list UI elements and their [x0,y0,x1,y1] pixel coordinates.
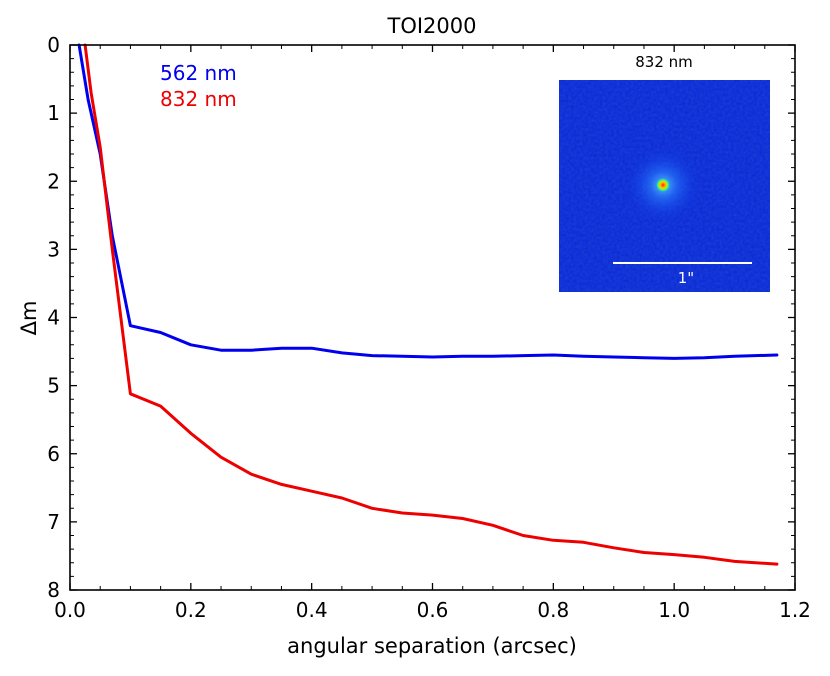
x-tick-label: 0.8 [537,598,569,622]
series-line-832-nm [83,43,779,566]
inset-scale-label: 1" [678,269,694,287]
inset-image: 832 nm 1" [559,53,770,292]
x-axis-label: angular separation (arcsec) [287,634,577,658]
legend: 562 nm 832 nm [160,61,237,111]
y-tick-label: 6 [47,442,60,466]
psf-core [656,178,670,192]
axis-ticks: 0.0 0.2 0.4 0.6 0.8 1.0 1.2 0 1 2 3 4 5 6 7 8 [47,33,811,622]
chart-title: TOI2000 [387,14,477,38]
y-tick-label: 7 [47,510,60,534]
x-tick-label: 1.2 [779,598,811,622]
y-tick-label: 2 [47,169,60,193]
inset-title: 832 nm [635,53,693,71]
y-tick-label: 4 [47,306,60,330]
x-tick-label: 0.0 [54,598,86,622]
y-tick-label: 8 [47,578,60,602]
legend-entry-562: 562 nm [160,61,237,85]
series-line-562-nm [77,43,779,360]
y-tick-label: 5 [47,374,60,398]
y-tick-label: 3 [47,237,60,261]
plot-area [77,43,779,566]
x-tick-label: 0.2 [175,598,207,622]
legend-entry-832: 832 nm [160,87,237,111]
y-axis-label: Δm [17,301,41,336]
y-tick-label: 0 [47,33,60,57]
y-tick-label: 1 [47,101,60,125]
x-tick-label: 0.6 [417,598,449,622]
x-tick-label: 1.0 [658,598,690,622]
x-tick-label: 0.4 [296,598,328,622]
